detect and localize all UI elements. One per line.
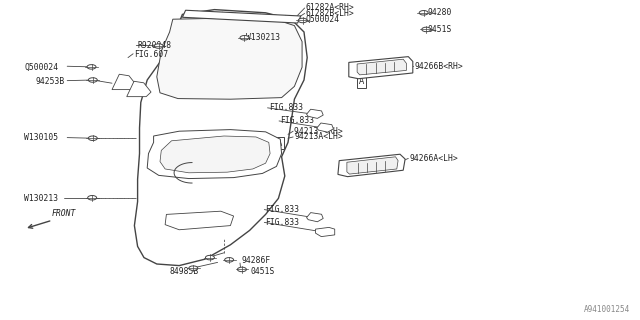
- Text: FIG.607: FIG.607: [134, 50, 168, 59]
- Circle shape: [225, 258, 234, 262]
- Text: 94280: 94280: [428, 8, 452, 17]
- Polygon shape: [147, 130, 282, 179]
- Polygon shape: [134, 10, 307, 266]
- Text: A941001254: A941001254: [584, 305, 630, 314]
- Text: FIG.833: FIG.833: [266, 205, 300, 214]
- Circle shape: [88, 196, 97, 200]
- Text: FIG.833: FIG.833: [266, 218, 300, 227]
- Polygon shape: [307, 212, 323, 222]
- Circle shape: [298, 18, 307, 23]
- Text: W130105: W130105: [24, 133, 58, 142]
- Text: 94253B: 94253B: [35, 77, 65, 86]
- Polygon shape: [357, 59, 406, 75]
- Text: 94213A<LH>: 94213A<LH>: [294, 132, 343, 141]
- Polygon shape: [316, 228, 335, 236]
- Polygon shape: [182, 10, 301, 23]
- Text: 94286F: 94286F: [242, 256, 271, 265]
- Circle shape: [154, 44, 163, 48]
- Circle shape: [240, 36, 249, 40]
- Text: R920048: R920048: [138, 41, 172, 50]
- Polygon shape: [165, 211, 234, 230]
- Text: FIG.833: FIG.833: [269, 103, 303, 112]
- Text: 0451S: 0451S: [251, 267, 275, 276]
- Text: A: A: [359, 77, 364, 86]
- Text: 61282A<RH>: 61282A<RH>: [306, 4, 355, 12]
- Text: 0451S: 0451S: [428, 25, 452, 34]
- Text: FIG.833: FIG.833: [280, 116, 314, 125]
- Polygon shape: [338, 154, 405, 177]
- Circle shape: [419, 11, 428, 15]
- Circle shape: [205, 255, 214, 260]
- Polygon shape: [112, 74, 136, 90]
- Circle shape: [88, 78, 97, 82]
- Circle shape: [87, 65, 96, 69]
- Polygon shape: [307, 109, 323, 118]
- Circle shape: [88, 136, 97, 140]
- Polygon shape: [160, 136, 270, 173]
- Text: A: A: [277, 139, 282, 148]
- Polygon shape: [127, 81, 151, 97]
- Polygon shape: [317, 123, 333, 132]
- Text: W130213: W130213: [246, 33, 280, 42]
- Text: 94266A<LH>: 94266A<LH>: [410, 154, 458, 163]
- Polygon shape: [347, 157, 398, 174]
- Circle shape: [189, 266, 198, 270]
- Circle shape: [237, 267, 246, 272]
- Text: Q500024: Q500024: [24, 63, 58, 72]
- Text: W130213: W130213: [24, 194, 58, 203]
- Text: FRONT: FRONT: [51, 209, 76, 218]
- Polygon shape: [157, 17, 302, 99]
- Text: 94213 <RH>: 94213 <RH>: [294, 127, 343, 136]
- Text: 94266B<RH>: 94266B<RH>: [415, 62, 463, 71]
- Text: 61282B<LH>: 61282B<LH>: [306, 9, 355, 18]
- Text: 84985B: 84985B: [170, 267, 199, 276]
- Polygon shape: [349, 57, 413, 79]
- Text: Q500024: Q500024: [306, 15, 340, 24]
- Circle shape: [422, 27, 431, 32]
